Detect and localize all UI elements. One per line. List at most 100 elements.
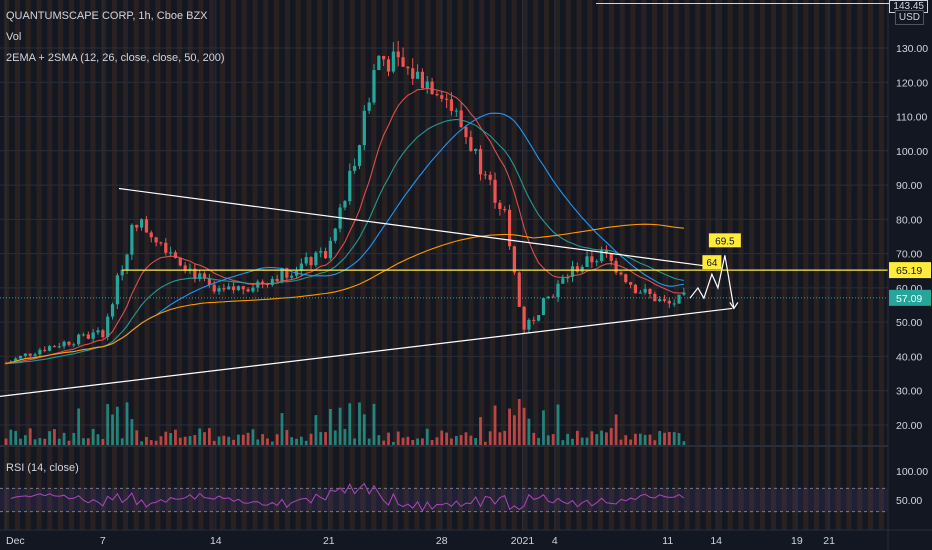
candle-body <box>130 224 134 255</box>
session-band <box>155 0 161 530</box>
session-band <box>878 0 884 530</box>
price-tick-label: 120.00 <box>896 77 928 89</box>
candle-body <box>527 319 531 330</box>
candle-body <box>241 286 245 290</box>
session-band <box>544 0 550 530</box>
volume-bar <box>551 434 555 445</box>
volume-bar <box>619 439 623 445</box>
ema26-line <box>5 118 684 364</box>
volume-bar <box>295 438 298 445</box>
candle-body <box>280 268 284 282</box>
volume-bar <box>188 436 192 445</box>
candle-body <box>33 354 37 356</box>
candle-body <box>590 256 594 263</box>
candle-body <box>202 273 207 279</box>
volume-bar <box>217 436 221 445</box>
session-band <box>781 0 787 530</box>
session-band <box>673 0 679 530</box>
volume-bar <box>106 403 110 445</box>
rsi-tick-label: 50.00 <box>896 495 922 507</box>
candle-body <box>299 263 303 271</box>
volume-bar <box>256 439 260 445</box>
candle-body <box>420 71 425 89</box>
candle-body <box>367 102 371 111</box>
volume-bar <box>67 440 71 445</box>
session-band <box>317 0 323 530</box>
session-band <box>576 0 582 530</box>
session-band <box>112 0 118 530</box>
volume-bar <box>275 434 279 445</box>
candle-body <box>629 282 633 285</box>
volume-bar <box>130 419 134 445</box>
projection-path <box>689 255 735 309</box>
session-band <box>446 0 452 530</box>
volume-bar <box>237 434 240 445</box>
volume-bar <box>4 438 8 445</box>
volume-bar <box>33 439 37 445</box>
volume-bar <box>358 402 361 445</box>
session-band <box>436 0 442 530</box>
volume-bar <box>609 428 613 445</box>
session-band <box>252 0 258 530</box>
volume-bar <box>634 433 637 445</box>
time-tick-label: 28 <box>436 535 448 547</box>
volume-bar <box>314 415 318 445</box>
candle-body <box>401 57 405 67</box>
candle-body <box>464 127 468 138</box>
drawings[interactable]: 64 69.5 <box>0 187 888 398</box>
currency-button[interactable]: USD <box>894 10 924 25</box>
candle-body <box>682 292 686 295</box>
volume-bar <box>479 417 482 445</box>
volume-bar <box>232 439 235 445</box>
volume-bar <box>120 438 124 445</box>
candle-body <box>425 81 429 89</box>
session-band <box>338 0 344 530</box>
volume-bar <box>561 440 565 445</box>
candle-body <box>362 110 366 146</box>
candle-body <box>522 306 526 330</box>
candle-body <box>435 94 439 96</box>
candle-body <box>231 286 236 291</box>
volume-legend[interactable]: Vol <box>6 31 22 43</box>
candle-body <box>236 286 241 291</box>
candle-body <box>96 330 100 333</box>
candle-body <box>212 284 216 292</box>
candle-body <box>323 251 328 259</box>
volume-bar <box>503 430 507 445</box>
volume-bar <box>454 435 458 445</box>
ma-legend[interactable]: 2EMA + 2SMA (12, 26, close, close, 50, 2… <box>6 52 225 64</box>
session-band <box>4 0 10 530</box>
candle-body <box>672 303 676 305</box>
session-band <box>414 0 420 530</box>
rsi-line <box>10 482 685 512</box>
volume-bar <box>343 429 347 445</box>
top-price-line <box>596 3 896 4</box>
symbol-legend[interactable]: QUANTUMSCAPE CORP, 1h, Cboe BZX <box>6 10 208 22</box>
candle-body <box>357 145 362 167</box>
volume-bar <box>96 434 100 445</box>
price-tick-label: 90.00 <box>896 180 922 192</box>
candle-body <box>348 170 352 202</box>
candle-body <box>290 275 294 278</box>
volume-bar <box>643 434 647 445</box>
candle-body <box>382 55 386 60</box>
volume-bar <box>546 435 550 445</box>
candle-body <box>14 358 18 362</box>
volume-bar <box>382 440 386 445</box>
candle-body <box>275 278 279 282</box>
candle-body <box>18 355 23 359</box>
candle-body <box>624 274 628 283</box>
candle-body <box>386 59 391 72</box>
candle-body <box>503 209 507 211</box>
volume-bar <box>542 410 545 445</box>
candle-body <box>677 294 681 304</box>
volume-bar <box>638 433 642 445</box>
rsi-legend[interactable]: RSI (14, close) <box>6 462 79 474</box>
session-band <box>101 0 107 530</box>
session-band <box>295 0 301 530</box>
candle-body <box>667 300 671 304</box>
session-band <box>760 0 766 530</box>
candle-body <box>372 70 376 103</box>
